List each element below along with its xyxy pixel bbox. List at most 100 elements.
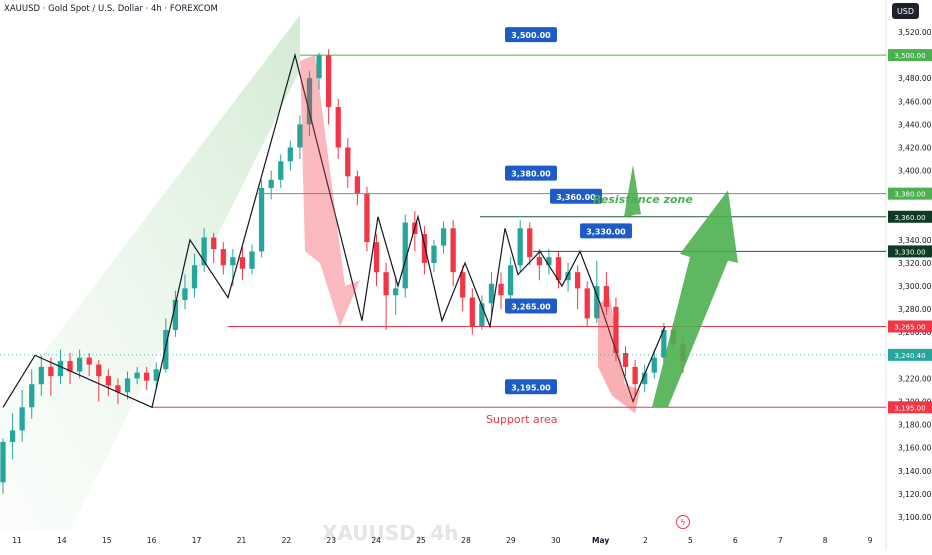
level-callout[interactable] bbox=[505, 27, 557, 43]
candle-body[interactable] bbox=[297, 124, 303, 148]
y-tick-label: 3,120.00 bbox=[898, 490, 932, 499]
candle-body[interactable] bbox=[460, 272, 466, 298]
candle-body[interactable] bbox=[249, 251, 255, 269]
candle-body[interactable] bbox=[230, 257, 236, 266]
candle-body[interactable] bbox=[0, 441, 6, 483]
candle-body[interactable] bbox=[364, 193, 370, 243]
x-tick-label: 28 bbox=[461, 536, 471, 545]
candle-body[interactable] bbox=[163, 329, 169, 370]
lightning-icon[interactable]: ϟ bbox=[676, 515, 690, 529]
candle-body[interactable] bbox=[584, 288, 590, 319]
candle-body[interactable] bbox=[306, 78, 313, 125]
level-callout[interactable] bbox=[505, 165, 557, 181]
level-callout-text: 3,500.00 bbox=[511, 31, 551, 40]
candle-body[interactable] bbox=[96, 364, 102, 377]
candle-body[interactable] bbox=[57, 361, 64, 377]
candle-body[interactable] bbox=[527, 228, 533, 258]
candle-body[interactable] bbox=[345, 147, 351, 177]
candle-body[interactable] bbox=[632, 366, 638, 385]
candle-body[interactable] bbox=[326, 55, 332, 108]
axis-price-tag bbox=[888, 49, 932, 62]
x-tick-label: 23 bbox=[326, 536, 336, 545]
resistance-zone-label: Resistance zone bbox=[593, 193, 693, 206]
candle-body[interactable] bbox=[565, 272, 571, 281]
candle-body[interactable] bbox=[153, 369, 159, 381]
candle-body[interactable] bbox=[421, 234, 428, 263]
candle-body[interactable] bbox=[479, 303, 485, 327]
candle-body[interactable] bbox=[507, 265, 514, 296]
candle-body[interactable] bbox=[546, 257, 552, 266]
candle-body[interactable] bbox=[48, 366, 54, 377]
level-callout[interactable] bbox=[505, 379, 557, 395]
candle-body[interactable] bbox=[211, 237, 217, 250]
x-tick-label: May bbox=[592, 536, 609, 545]
candle-body[interactable] bbox=[373, 242, 380, 273]
candle-body[interactable] bbox=[29, 384, 35, 408]
candle-body[interactable] bbox=[335, 107, 341, 148]
candle-body[interactable] bbox=[498, 283, 504, 296]
candle-body[interactable] bbox=[661, 329, 667, 358]
candle-body[interactable] bbox=[105, 376, 111, 386]
candle-body[interactable] bbox=[134, 372, 140, 379]
candle-body[interactable] bbox=[115, 385, 121, 393]
x-tick-label: 21 bbox=[237, 536, 247, 545]
candle-body[interactable] bbox=[402, 222, 408, 289]
currency-button[interactable]: USD bbox=[892, 3, 919, 19]
candle-body[interactable] bbox=[124, 378, 131, 393]
candle-body[interactable] bbox=[191, 265, 198, 289]
x-tick-label: 2 bbox=[643, 536, 648, 545]
candle-body[interactable] bbox=[431, 245, 437, 263]
candle-body[interactable] bbox=[316, 55, 322, 79]
candle-body[interactable] bbox=[440, 228, 447, 246]
candle-body[interactable] bbox=[86, 357, 92, 365]
candle-body[interactable] bbox=[182, 288, 188, 300]
x-tick-label: 17 bbox=[192, 536, 202, 545]
candle-body[interactable] bbox=[536, 257, 542, 266]
level-callout-text: 3,265.00 bbox=[511, 302, 551, 311]
candle-body[interactable] bbox=[651, 357, 657, 373]
candle-body[interactable] bbox=[201, 237, 207, 266]
candle-body[interactable] bbox=[67, 361, 73, 372]
candle-body[interactable] bbox=[488, 283, 495, 304]
candle-body[interactable] bbox=[613, 306, 619, 354]
candle-body[interactable] bbox=[268, 179, 274, 188]
candle-body[interactable] bbox=[555, 257, 562, 281]
candle-body[interactable] bbox=[172, 299, 179, 330]
current-price-tag-text: 3,240.40 bbox=[894, 352, 925, 360]
candle-body[interactable] bbox=[19, 407, 25, 431]
candle-body[interactable] bbox=[517, 228, 523, 266]
axis-price-tag-text: 3,380.00 bbox=[894, 191, 925, 199]
axis-price-tag bbox=[888, 187, 932, 200]
level-callout[interactable] bbox=[580, 223, 632, 239]
candle-body[interactable] bbox=[450, 228, 456, 273]
candle-body[interactable] bbox=[622, 353, 629, 367]
candle-body[interactable] bbox=[258, 187, 265, 252]
candle-body[interactable] bbox=[220, 249, 226, 266]
candle-body[interactable] bbox=[144, 372, 150, 381]
axis-price-tag-text: 3,360.00 bbox=[894, 214, 925, 222]
candle-body[interactable] bbox=[642, 372, 648, 385]
x-tick-label: 14 bbox=[57, 536, 67, 545]
candle-body[interactable] bbox=[239, 257, 246, 269]
candle-body[interactable] bbox=[603, 286, 610, 307]
level-callout[interactable] bbox=[550, 188, 602, 204]
candle-body[interactable] bbox=[38, 366, 44, 385]
x-tick-label: 11 bbox=[12, 536, 22, 545]
x-tick-label: 29 bbox=[506, 536, 516, 545]
candle-body[interactable] bbox=[393, 288, 399, 296]
x-tick-label: 25 bbox=[416, 536, 426, 545]
candle-body[interactable] bbox=[575, 272, 581, 289]
candle-body[interactable] bbox=[383, 272, 389, 296]
candle-body[interactable] bbox=[354, 176, 360, 194]
level-callout[interactable] bbox=[505, 298, 557, 314]
candle-body[interactable] bbox=[76, 357, 83, 372]
candle-body[interactable] bbox=[9, 430, 16, 442]
candle-body[interactable] bbox=[287, 147, 293, 162]
candle-body[interactable] bbox=[469, 297, 475, 327]
candle-body[interactable] bbox=[594, 286, 600, 319]
x-tick-label: 5 bbox=[688, 536, 693, 545]
candle-body[interactable] bbox=[278, 161, 284, 180]
x-tick-label: 16 bbox=[147, 536, 157, 545]
level-callout-text: 3,195.00 bbox=[511, 383, 551, 392]
